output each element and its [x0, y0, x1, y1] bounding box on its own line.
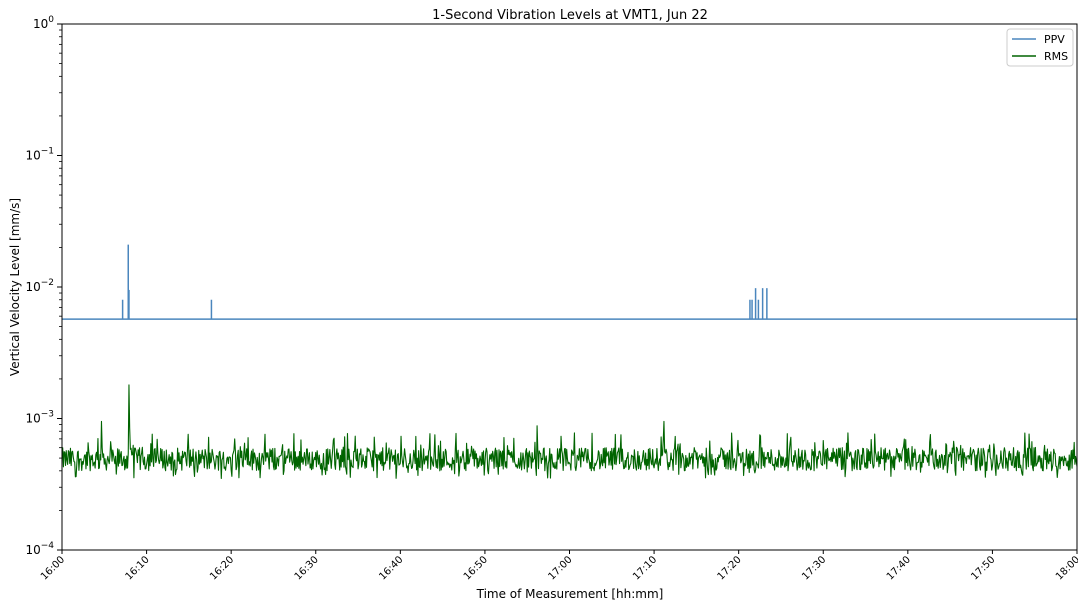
x-tick-label-6: 17:00 [546, 554, 574, 582]
x-tick-label-2: 16:20 [208, 554, 236, 582]
x-tick-label-12: 18:00 [1054, 554, 1078, 582]
series-layer [61, 244, 1078, 479]
x-tick-label-9: 17:30 [800, 554, 828, 582]
plot-area-frame [61, 23, 1078, 551]
x-tick-label-3: 16:30 [293, 554, 321, 582]
y-tick-label-1: 10−3 [25, 410, 54, 426]
y-axis-label: Vertical Velocity Level [mm/s] [8, 198, 22, 376]
x-tick-label-8: 17:20 [716, 554, 744, 582]
x-axis-label: Time of Measurement [hh:mm] [476, 587, 664, 601]
x-tick-label-4: 16:40 [377, 554, 405, 582]
x-tick-label-0: 16:00 [39, 554, 67, 582]
x-tick-label-7: 17:10 [631, 554, 659, 582]
x-tick-label-5: 16:50 [462, 554, 490, 582]
y-tick-label-4: 100 [33, 15, 54, 31]
y-tick-label-2: 10−2 [25, 278, 54, 294]
y-tick-label-0: 10−4 [25, 541, 54, 557]
y-tick-label-3: 10−1 [25, 147, 54, 163]
x-axis: 16:00 16:10 16:20 16:30 16:40 16:50 17:00 17:10… [39, 550, 1078, 583]
x-tick-label-11: 17:50 [969, 554, 997, 582]
chart-title: 1-Second Vibration Levels at VMT1, Jun 2… [432, 8, 708, 23]
legend: PPV RMS [1006, 28, 1074, 67]
legend-label-ppv: PPV [1044, 33, 1065, 46]
x-tick-label-10: 17:40 [885, 554, 913, 582]
rms-series-line [61, 384, 1078, 479]
y-axis: 10−4 10−3 10−2 10−1 100 [25, 15, 62, 557]
x-tick-label-1: 16:10 [124, 554, 152, 582]
legend-label-rms: RMS [1044, 50, 1068, 63]
